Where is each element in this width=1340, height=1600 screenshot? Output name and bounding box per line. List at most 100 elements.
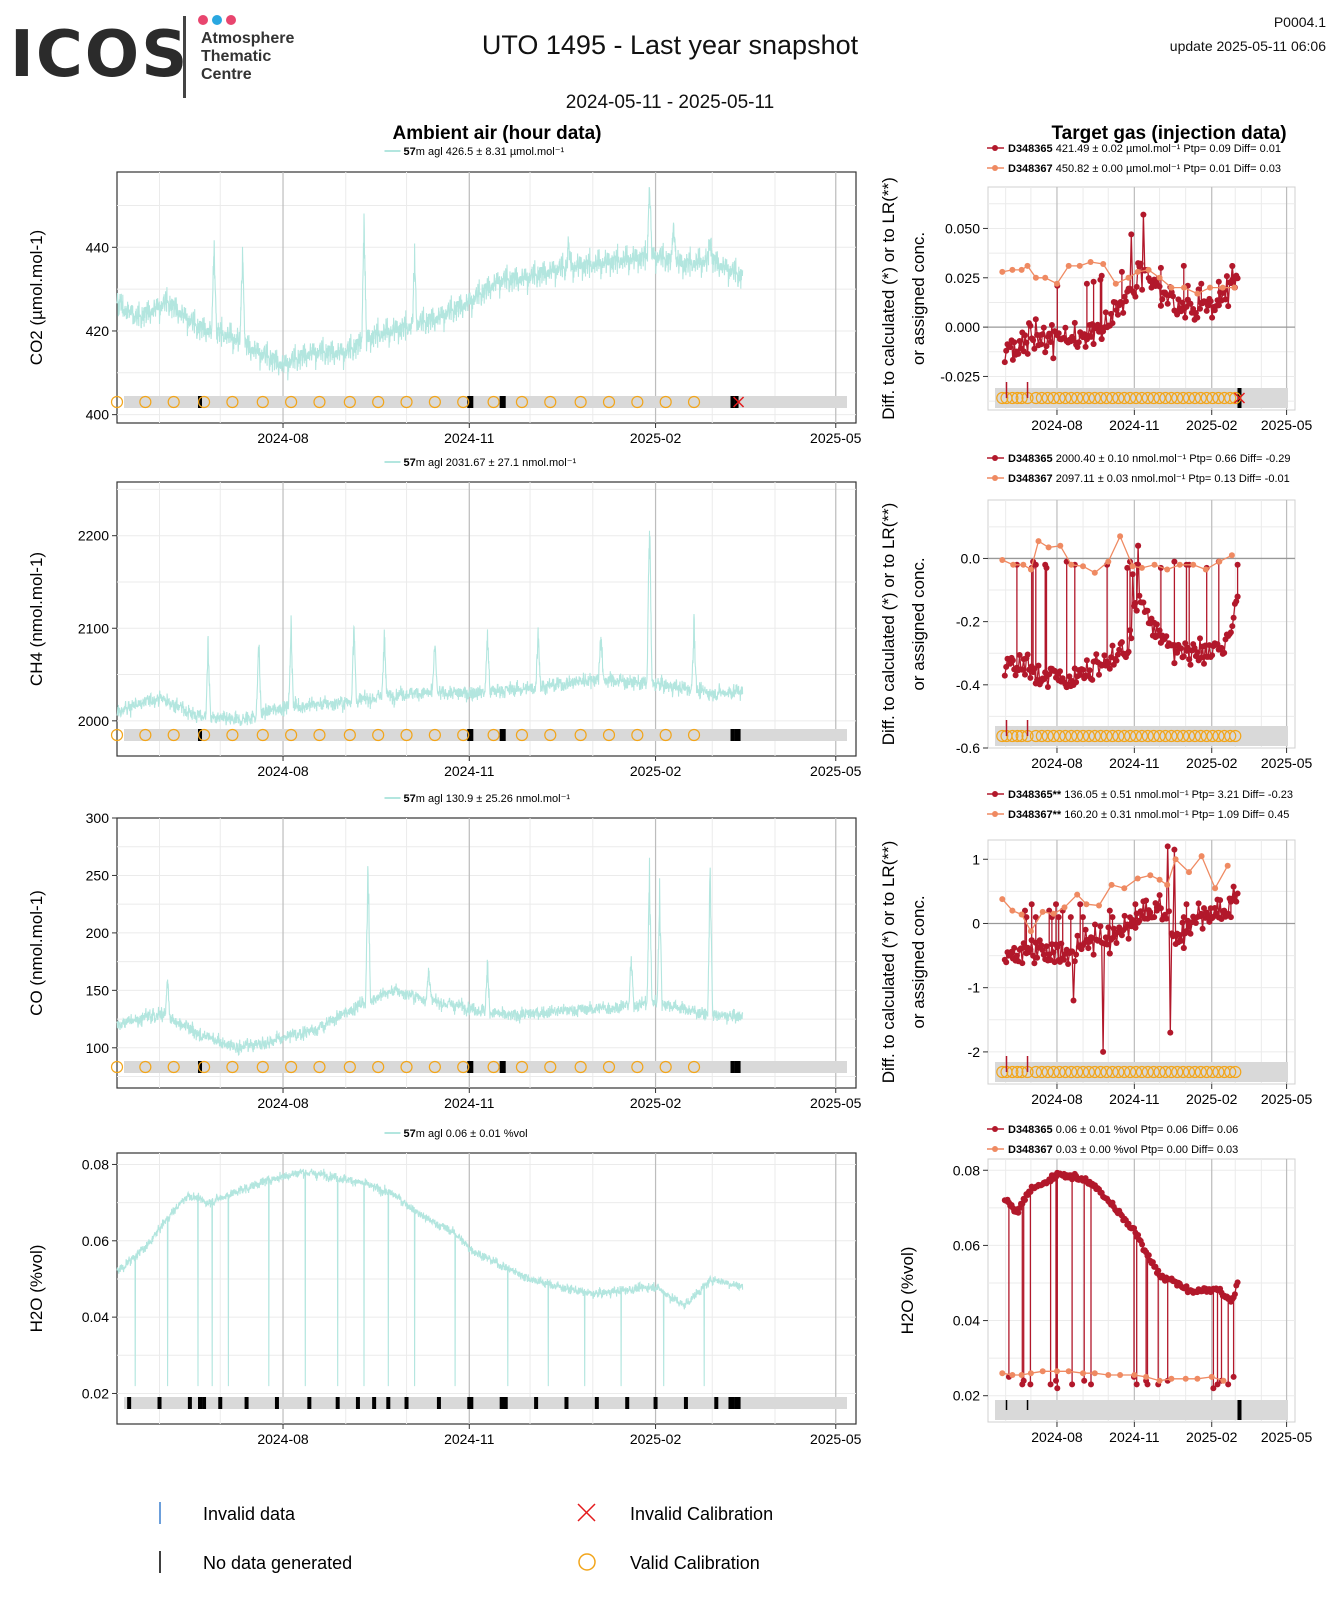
series-1-point [1090,341,1097,347]
valid-calibration-marker [1206,729,1219,743]
legend-label: 57m agl 130.9 ± 25.26 nmol.mol⁻¹ [404,793,571,805]
logo-dot-blue [212,15,222,25]
valid-calibration-marker [487,395,500,409]
series-2-point [1121,885,1128,892]
status-band [124,1061,847,1073]
series-1-point [1167,1029,1174,1036]
valid-calibration-marker [1182,729,1196,743]
series-1-point [1038,942,1045,949]
valid-calibration-marker [400,1060,413,1074]
series-2-point [1190,561,1197,568]
date-range: 2024-05-11 - 2025-05-11 [565,92,775,113]
valid-calibration-marker [1147,729,1160,743]
x-tick-label: 2025-05 [1261,417,1313,433]
valid-calibration-marker [428,728,441,742]
valid-calibration-marker [1047,391,1060,405]
valid-calibration-marker [1165,1065,1178,1079]
valid-calibration-marker [1059,391,1072,405]
y-tick-label: 250 [86,867,110,883]
valid-calibration-marker [1200,729,1213,743]
y-tick-label: 0.08 [82,1156,109,1172]
series-1-point [1013,952,1020,959]
series-1-point [1180,914,1187,921]
series-1-point [1132,293,1139,300]
series-2-point [1228,552,1235,559]
series-1-point [1108,310,1115,317]
target-co2-y-axis-label-line-2: or assigned conc. [909,232,928,365]
series-1-point [1192,920,1199,926]
valid-calibration-marker [602,728,616,742]
valid-calibration-marker [631,395,644,409]
target-ch4-series-2 [999,533,1235,576]
series-1-point [1090,951,1097,958]
y-tick-label: 2200 [78,528,109,544]
series-2-point [1018,1372,1025,1378]
valid-calibration-marker [1229,729,1242,743]
series-1-point [1083,280,1090,287]
no-data-marker [625,1397,630,1409]
target-co-y-axis-label-line-1: Diff. to calculated (*) or to LR(**) [879,841,898,1084]
valid-calibration-marker [1059,1065,1072,1079]
legend-swatch-dot [992,1146,998,1152]
target-ch4-legend: D348365 2000.40 ± 0.10 nmol.mol⁻¹ Ptp= 0… [987,453,1291,485]
series-1-point [1062,324,1069,331]
no-data-marker [218,1397,223,1409]
y-tick-label: -2 [968,1044,981,1060]
series-1-point [1176,932,1183,938]
no-data-marker [198,729,203,741]
series-1-point [1105,924,1112,931]
target-co-legend: D348365** 136.05 ± 0.51 nmol.mol⁻¹ Ptp= … [987,789,1293,821]
ambient-co-legend: 57m agl 130.9 ± 25.26 nmol.mol⁻¹ [384,793,571,805]
ambient-co2-chart: 2024-08 2024-11 2025-02 2025-05 400 420 440 CO2… [27,146,862,446]
series-1-point [1186,656,1193,663]
series-1-point [1027,1381,1034,1388]
valid-calibration-marker [110,728,124,742]
invalid-calibration-legend-label: Invalid Calibration [630,1504,773,1524]
no-data-marker [730,396,735,408]
valid-calibration-marker [1153,391,1166,405]
series-2-point [1134,875,1141,882]
series-1-point [1114,651,1121,658]
x-tick-label: 2024-11 [1109,755,1160,771]
x-tick-label: 2025-02 [630,1095,682,1111]
series-1-point [1118,639,1125,646]
valid-calibration-marker [1100,729,1113,743]
valid-calibration-marker [515,1060,529,1074]
series-2-point [1194,290,1201,297]
valid-calibration-legend-mark [578,1553,596,1571]
series-1-point [1109,914,1116,921]
no-data-marker [307,1397,312,1409]
legend-swatch-dot [992,475,998,481]
no-data-marker [127,1397,132,1409]
x-tick-label: 2024-11 [1109,1091,1160,1107]
series-1-point [1136,592,1143,599]
valid-calibration-marker [256,728,269,742]
series-2-point [1061,904,1068,911]
valid-calibration-marker [1159,729,1172,743]
series-1-point [1215,302,1222,309]
series-1-point [1171,660,1178,667]
series-1-point [1170,293,1176,300]
series-2-point [1108,881,1115,888]
series-1-point [1073,679,1080,686]
series-2-point [1039,908,1046,915]
series-1-point [1203,307,1210,314]
x-tick-label: 2024-11 [444,1431,495,1447]
series-1-point [1077,671,1084,678]
logo-dot-pink [198,15,208,25]
series-1-point [1092,921,1098,928]
series-2-point [1100,261,1107,267]
x-tick-label: 2025-02 [1186,1429,1238,1445]
valid-calibration-marker [1118,1065,1131,1079]
valid-calibration-marker [1177,1065,1190,1079]
valid-calibration-marker [197,1060,211,1074]
invalid-calibration-stroke [1233,392,1246,404]
ambient-co-series-line [116,857,744,1056]
y-tick-label: -0.2 [956,614,980,630]
series-1-point [1053,901,1059,908]
series-1-point [1230,883,1237,890]
x-tick-label: 2025-02 [630,1431,682,1447]
valid-calibration-marker [1082,1065,1096,1079]
legend-swatch-dot [992,791,998,797]
valid-calibration-marker [285,728,298,742]
